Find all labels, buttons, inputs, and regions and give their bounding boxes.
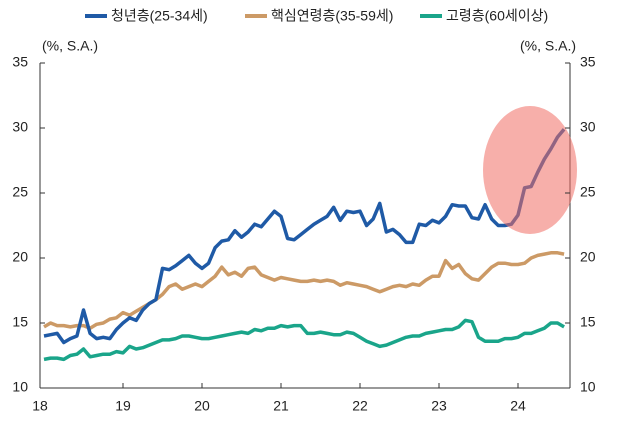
y-tick-label: 25: [12, 184, 28, 200]
y2-axis-unit: (%, S.A.): [520, 38, 576, 54]
y2-tick-label: 25: [580, 184, 596, 200]
x-tick-label: 19: [115, 398, 131, 414]
x-tick-label: 21: [273, 398, 289, 414]
legend-label: 핵심연령층(35-59세): [271, 8, 393, 24]
y2-tick-label: 35: [580, 54, 596, 70]
y-tick-label: 20: [12, 249, 28, 265]
x-tick-label: 23: [431, 398, 447, 414]
series-line: [43, 318, 565, 362]
x-tick-label: 24: [510, 398, 526, 414]
x-tick-label: 20: [194, 398, 210, 414]
series-line: [43, 251, 565, 330]
y2-tick-label: 20: [580, 249, 596, 265]
x-tick-label: 22: [352, 398, 368, 414]
y-tick-label: 35: [12, 54, 28, 70]
y-tick-label: 15: [12, 314, 28, 330]
legend-label: 고령층(60세이상): [446, 8, 548, 24]
y-tick-label: 30: [12, 119, 28, 135]
x-tick-label: 18: [32, 398, 48, 414]
y2-tick-label: 10: [580, 379, 596, 395]
series-line: [43, 128, 566, 345]
highlight-ellipse: [483, 106, 577, 234]
y2-tick-label: 30: [580, 119, 596, 135]
y-tick-label: 10: [12, 379, 28, 395]
y-axis-unit: (%, S.A.): [42, 38, 98, 54]
y2-tick-label: 15: [580, 314, 596, 330]
legend-label: 청년층(25-34세): [111, 8, 208, 24]
